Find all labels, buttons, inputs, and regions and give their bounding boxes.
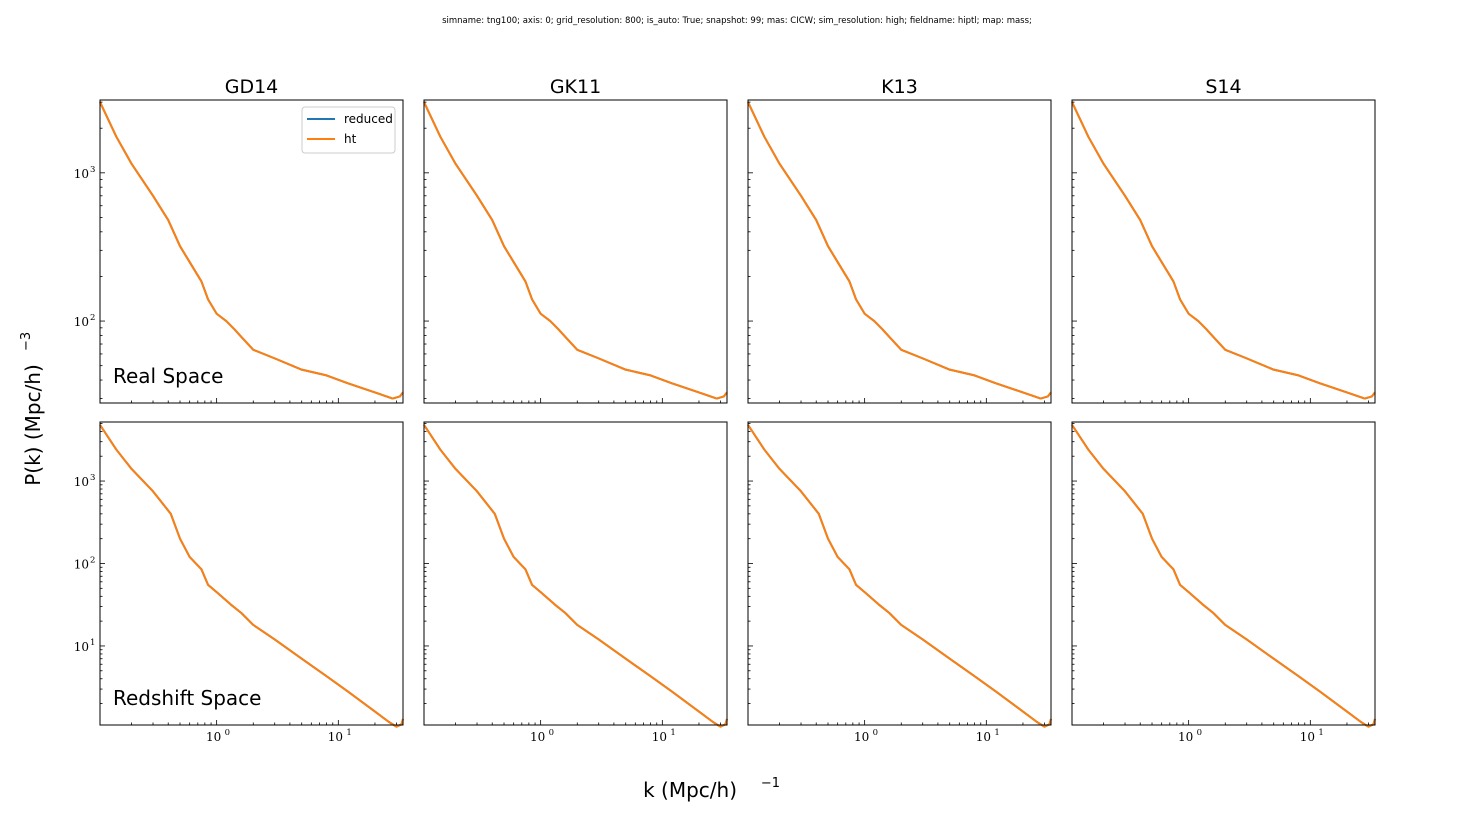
x-tick-label: 10 (1300, 730, 1315, 744)
y-tick-label-exponent: 1 (90, 638, 95, 648)
x-tick-label-exponent: 1 (1318, 728, 1323, 738)
panel-real-gk11 (423, 99, 728, 404)
y-axis-label-group: P(k) (Mpc/h) −3 (19, 332, 45, 486)
x-axis-label-exponent: −1 (761, 776, 780, 791)
series-line-ht (1071, 101, 1376, 400)
y-tick-label: 10 (74, 557, 89, 571)
series-line-reduced (747, 101, 1052, 400)
x-tick-label: 10 (328, 730, 343, 744)
series-line-ht (423, 424, 728, 728)
y-tick-label: 10 (74, 167, 89, 181)
panel-frame (1071, 99, 1376, 404)
row-label: Real Space (113, 364, 223, 388)
x-tick-label: 10 (1178, 730, 1193, 744)
series-line-ht (1071, 424, 1376, 728)
panel-frame (423, 421, 728, 726)
series-line-reduced (1071, 424, 1376, 728)
panel-title: K13 (881, 76, 918, 98)
y-tick-label: 10 (74, 640, 89, 654)
y-axis-label: P(k) (Mpc/h) (21, 364, 45, 486)
x-tick-label: 10 (530, 730, 545, 744)
x-tick-label-exponent: 1 (670, 728, 675, 738)
legend-label-reduced: reduced (344, 112, 393, 126)
series-line-reduced (747, 424, 1052, 728)
panel-redshift-k13: 10 0 10 1 (747, 421, 1052, 744)
series-line-reduced (423, 101, 728, 400)
panel-frame (747, 421, 1052, 726)
panel-frame (99, 99, 404, 404)
panel-real-s14 (1071, 99, 1376, 404)
panel-title: GK11 (550, 76, 601, 98)
series-line-reduced (423, 424, 728, 728)
y-tick-label-exponent: 2 (90, 313, 95, 323)
series-line-reduced (99, 424, 404, 728)
panel-frame (747, 99, 1052, 404)
series-line-ht (747, 101, 1052, 400)
y-tick-label-exponent: 3 (90, 165, 95, 175)
y-tick-label: 10 (74, 315, 89, 329)
series-line-reduced (1071, 101, 1376, 400)
x-tick-label-exponent: 1 (994, 728, 999, 738)
legend: reduced ht (301, 106, 396, 154)
row-label: Redshift Space (113, 686, 262, 710)
y-tick-label-exponent: 3 (90, 473, 95, 483)
y-axis-label-exponent: −3 (19, 332, 34, 351)
x-tick-label-exponent: 0 (873, 728, 878, 738)
y-tick-label-exponent: 2 (90, 555, 95, 565)
x-tick-label: 10 (976, 730, 991, 744)
panel-frame (99, 421, 404, 726)
panel-title: S14 (1205, 76, 1241, 98)
x-axis-label: k (Mpc/h) (643, 778, 737, 802)
x-tick-label-exponent: 0 (549, 728, 554, 738)
x-tick-label: 10 (652, 730, 667, 744)
panel-redshift-gk11: 10 0 10 1 (423, 421, 728, 744)
x-tick-label-exponent: 0 (225, 728, 230, 738)
panel-frame (1071, 421, 1376, 726)
x-tick-label-exponent: 1 (346, 728, 351, 738)
legend-label-ht: ht (344, 132, 357, 146)
x-tick-label: 10 (854, 730, 869, 744)
series-line-ht (99, 424, 404, 728)
series-line-ht (747, 424, 1052, 728)
x-tick-label: 10 (206, 730, 221, 744)
series-line-ht (99, 101, 404, 400)
x-tick-label-exponent: 0 (1197, 728, 1202, 738)
y-tick-label: 10 (74, 475, 89, 489)
panel-title: GD14 (225, 76, 279, 98)
panel-frame (423, 99, 728, 404)
panel-redshift-s14: 10 0 10 1 (1071, 421, 1376, 744)
panel-real-k13 (747, 99, 1052, 404)
series-line-ht (423, 101, 728, 400)
figure-suptitle: simname: tng100; axis: 0; grid_resolutio… (442, 16, 1032, 26)
